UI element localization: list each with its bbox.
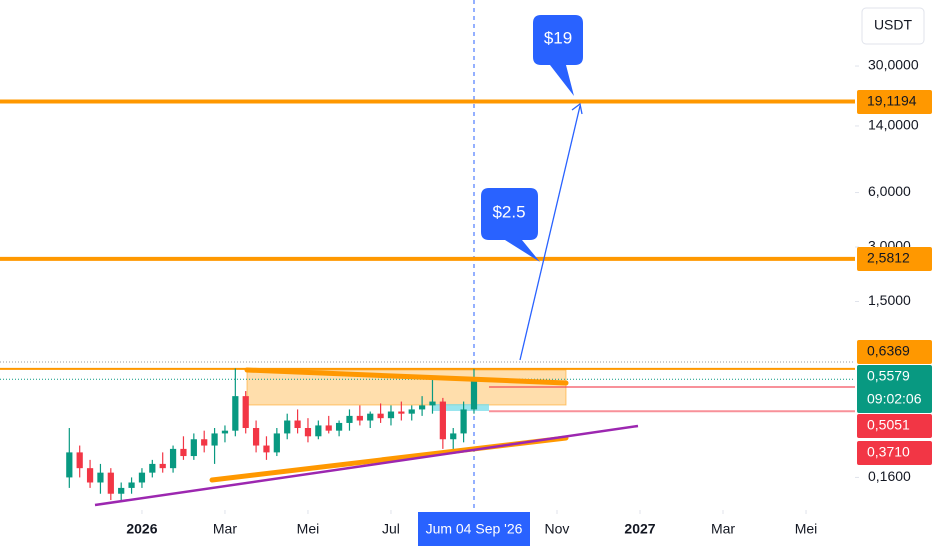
candle-body xyxy=(294,420,301,429)
candle-body xyxy=(346,415,353,423)
x-tick-label: Jul xyxy=(382,521,400,537)
candle-body xyxy=(76,452,83,469)
trendline xyxy=(244,367,569,386)
candle-body xyxy=(149,463,156,473)
callout-text: $2.5 xyxy=(492,202,525,221)
candle-body xyxy=(169,448,177,469)
candle-body xyxy=(398,411,405,414)
candle-body xyxy=(118,487,125,494)
candle-body xyxy=(429,401,436,406)
y-tick-label: 6,0000 xyxy=(868,183,911,199)
price-tag xyxy=(857,340,932,364)
candle-body xyxy=(284,420,291,434)
price-tag-label: 0,6369 xyxy=(867,343,910,359)
candle-body xyxy=(97,472,104,483)
candle-body xyxy=(460,409,467,434)
candle-body xyxy=(356,415,363,421)
x-tick-label: Mar xyxy=(213,521,237,537)
crosshair-date: Jum 04 Sep '26 xyxy=(426,521,523,537)
candle-body xyxy=(190,439,197,457)
candle-body xyxy=(252,428,260,446)
candle-body xyxy=(180,448,187,457)
candle-body xyxy=(201,439,208,446)
candle-body xyxy=(273,433,280,453)
candle-body xyxy=(315,425,322,437)
price-tag xyxy=(857,247,932,271)
candle-body xyxy=(335,422,343,431)
candle-body xyxy=(128,482,135,488)
drawings-front: $19 $2.5 xyxy=(94,15,639,507)
candle-body xyxy=(263,445,270,453)
price-tag xyxy=(857,414,932,438)
callout-text: $19 xyxy=(544,28,572,47)
price-tag-label: 0,5579 xyxy=(867,368,910,384)
y-tick-label: 0,1600 xyxy=(868,468,911,484)
countdown: 09:02:06 xyxy=(867,391,922,407)
price-tag xyxy=(857,365,932,413)
candle-body xyxy=(377,413,384,419)
candle-body xyxy=(66,452,73,478)
candle-body xyxy=(159,463,166,469)
candle-body xyxy=(387,411,395,419)
candle-body xyxy=(86,468,94,483)
candles xyxy=(66,368,478,501)
callout-bubble xyxy=(481,188,540,262)
x-tick-label: Nov xyxy=(545,521,570,537)
candle-body xyxy=(450,433,457,440)
candle-body xyxy=(470,379,478,410)
x-tick-label: Mar xyxy=(711,521,735,537)
price-tag-label: 2,5812 xyxy=(867,250,910,266)
crosshair-date-box xyxy=(418,512,530,546)
price-tag-label: 0,5051 xyxy=(867,417,910,433)
candle-body xyxy=(232,396,239,431)
price-tag-label: 0,3710 xyxy=(867,444,910,460)
candle-body xyxy=(211,433,218,446)
candle-body xyxy=(138,472,146,483)
y-tick-label: 30,0000 xyxy=(868,57,919,73)
candle-body xyxy=(304,428,312,437)
currency-box[interactable] xyxy=(861,7,925,45)
x-tick-label: Mei xyxy=(795,521,818,537)
candle-body xyxy=(408,409,415,414)
candle-body xyxy=(367,413,374,421)
trendline xyxy=(94,424,639,507)
x-tick-label: Mei xyxy=(297,521,320,537)
callout-bubble xyxy=(533,15,583,96)
candle-body xyxy=(242,396,249,429)
candle-body xyxy=(221,430,229,434)
x-tick-label: 2027 xyxy=(624,521,655,537)
candle-body xyxy=(418,405,426,410)
price-tag xyxy=(857,441,932,465)
arrow xyxy=(519,105,581,361)
candle-body xyxy=(325,425,332,431)
axes: 30,000014,00006,00003,00001,50000,160020… xyxy=(126,57,932,537)
x-tick-label: 2026 xyxy=(126,521,157,537)
teal-box xyxy=(432,404,489,411)
price-tag-label: 19,1194 xyxy=(867,93,917,109)
candle-body xyxy=(439,401,446,440)
y-tick-label: 1,5000 xyxy=(868,292,911,308)
price-tag xyxy=(857,90,932,114)
y-tick-label: 14,0000 xyxy=(868,117,919,133)
currency: USDT xyxy=(874,17,913,33)
arrow-head xyxy=(571,102,583,115)
candle-body xyxy=(107,472,114,494)
